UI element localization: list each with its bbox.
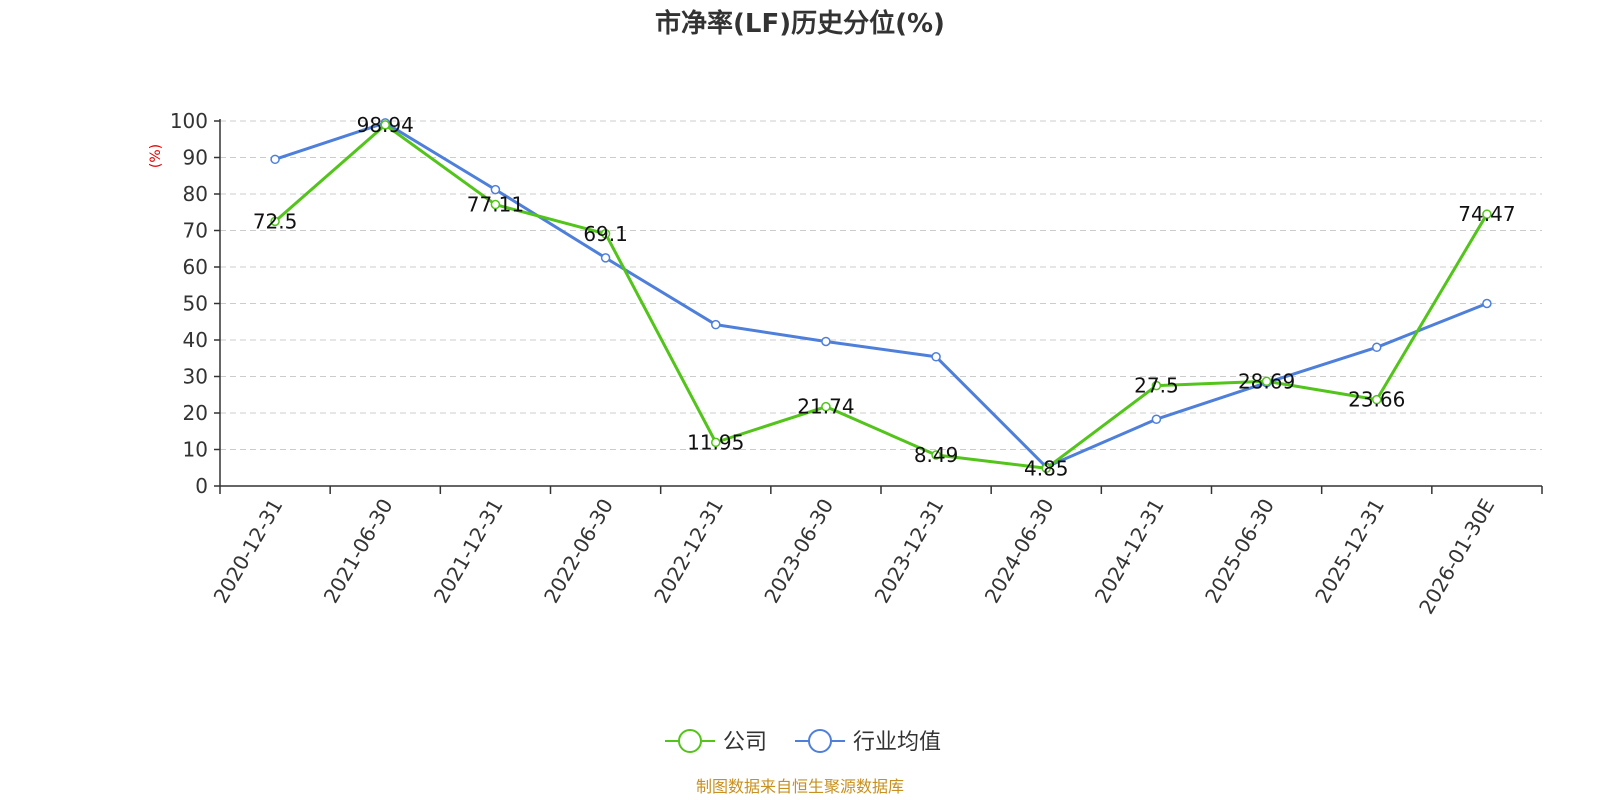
y-tick-label: 30: [183, 365, 208, 389]
legend-item[interactable]: 行业均值: [795, 729, 941, 755]
y-tick-label: 50: [183, 292, 208, 316]
x-tick-label: 2023-06-30: [759, 495, 838, 608]
data-labels: 72.5 98.94 77.11 69.1 11.95 21.74 8.49 4.85 27.5…: [253, 113, 1516, 480]
data-label: 74.47: [1458, 202, 1515, 226]
chart-title: 市净率(LF)历史分位(%): [655, 8, 945, 39]
data-label: 27.5: [1134, 374, 1179, 398]
data-point[interactable]: [1372, 342, 1382, 353]
data-point[interactable]: [1482, 209, 1492, 219]
legend[interactable]: 公司 行业均值: [665, 729, 941, 755]
data-point[interactable]: [931, 352, 941, 362]
y-tick-label: 80: [183, 182, 208, 206]
y-tick-label: 90: [183, 146, 208, 170]
data-point[interactable]: [380, 120, 390, 130]
series-1: [270, 118, 1492, 472]
data-label: 11.95: [687, 430, 744, 454]
series-layer: 72.5 98.94 77.11 69.1 11.95 21.74 8.49 4.85 27.5…: [253, 113, 1516, 480]
y-tick-label: 100: [170, 109, 208, 133]
y-tick-label: 0: [195, 474, 208, 498]
x-tick-label: 2022-12-31: [649, 495, 728, 608]
data-point[interactable]: [490, 184, 501, 195]
data-point[interactable]: [600, 229, 611, 239]
data-point[interactable]: [821, 336, 831, 347]
legend-marker: [808, 729, 832, 753]
data-point[interactable]: [1372, 394, 1382, 405]
x-tick-label: 2024-06-30: [980, 495, 1059, 608]
x-tick-label: 2024-12-31: [1090, 495, 1169, 608]
series-line: [274, 121, 1488, 469]
y-tick-label: 60: [183, 255, 208, 279]
grid: [220, 120, 1542, 450]
x-tick-label: 2021-06-30: [319, 495, 398, 608]
data-label: 21.74: [797, 395, 854, 419]
data-label: 69.1: [583, 222, 628, 246]
data-label: 72.5: [253, 209, 298, 233]
x-tick-label: 2022-06-30: [539, 495, 618, 608]
legend-item[interactable]: 公司: [665, 729, 767, 755]
source-note: 制图数据来自恒生聚源数据库: [696, 777, 904, 796]
y-tick-label: 10: [183, 438, 208, 462]
data-label: 4.85: [1024, 456, 1069, 480]
y-tick-label: 40: [183, 328, 208, 352]
data-point[interactable]: [270, 216, 280, 227]
data-point[interactable]: [1261, 376, 1272, 387]
data-point[interactable]: [1041, 463, 1051, 474]
x-tick-label: 2020-12-31: [209, 495, 288, 608]
data-label: 23.66: [1348, 388, 1405, 412]
y-axis: 0 10 20 30 40 50 60 70 80 90 100: [170, 109, 221, 498]
data-label: 77.11: [467, 193, 524, 217]
x-tick-label: 2025-12-31: [1310, 495, 1389, 608]
data-point[interactable]: [1482, 298, 1492, 309]
legend-label: 公司: [723, 730, 767, 755]
data-point[interactable]: [931, 450, 941, 460]
series-0: [270, 120, 1492, 474]
y-tick-label: 70: [183, 219, 208, 243]
series-line: [274, 123, 1489, 470]
legend-label: 行业均值: [853, 730, 941, 755]
data-point[interactable]: [1151, 380, 1162, 391]
data-label: 8.49: [914, 443, 959, 467]
data-label: 98.94: [357, 113, 414, 137]
y-tick-label: 20: [183, 401, 208, 425]
x-tick-label: 2026-01-30E: [1414, 495, 1499, 619]
data-point[interactable]: [270, 154, 280, 165]
data-point[interactable]: [711, 437, 721, 448]
y-axis-label: (%): [148, 144, 164, 168]
data-label: 28.69: [1238, 369, 1295, 393]
x-axis: 2020-12-31 2021-06-30 2021-12-31 2022-06-30…: [209, 485, 1543, 619]
data-point[interactable]: [1151, 414, 1162, 424]
data-point[interactable]: [711, 319, 721, 330]
x-tick-label: 2025-06-30: [1200, 495, 1279, 608]
x-tick-label: 2021-12-31: [429, 494, 508, 607]
data-point[interactable]: [600, 253, 611, 263]
data-point[interactable]: [821, 401, 831, 412]
legend-marker: [678, 729, 702, 753]
x-tick-label: 2023-12-31: [870, 494, 949, 607]
data-point[interactable]: [490, 199, 501, 210]
